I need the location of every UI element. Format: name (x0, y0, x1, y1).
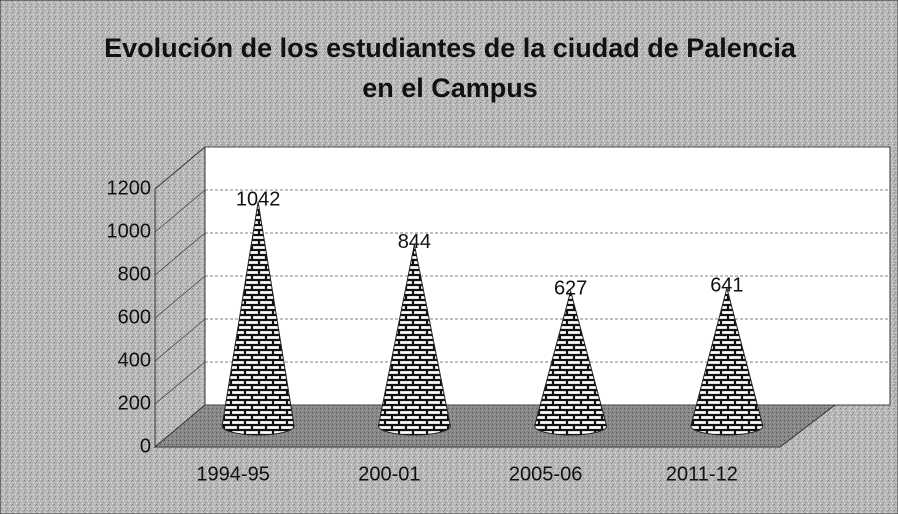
data-label: 641 (710, 274, 743, 296)
y-tick-label: 400 (118, 349, 151, 371)
grid-line-side (154, 146, 206, 190)
cone-body (221, 201, 295, 436)
y-tick-label: 800 (118, 263, 151, 285)
cone (690, 286, 764, 436)
data-label: 627 (554, 277, 587, 299)
grid-line-side (154, 275, 206, 319)
y-tick-label: 200 (118, 392, 151, 414)
chart-title: Evolución de los estudiantes de la ciuda… (104, 33, 796, 103)
y-tick-label: 0 (140, 435, 151, 457)
grid-line-side (154, 404, 206, 448)
cone (534, 289, 608, 436)
grid-line-side (154, 189, 206, 233)
x-tick-label: 1994-95 (196, 463, 269, 485)
grid-line-side (154, 232, 206, 276)
grid-line-side (154, 361, 206, 405)
x-tick-label: 2011-12 (666, 463, 738, 485)
cone (221, 201, 295, 436)
cone-body (690, 286, 764, 436)
y-tick-label: 1000 (107, 220, 152, 242)
y-tick-label: 1200 (107, 177, 152, 199)
x-tick-label: 200-01 (358, 463, 420, 485)
cone-body (534, 289, 608, 436)
grid-line-side (154, 318, 206, 362)
cone (377, 244, 451, 436)
data-label: 1042 (236, 188, 281, 210)
cone-body (377, 244, 451, 436)
data-label: 844 (398, 231, 431, 253)
x-tick-label: 2005-06 (509, 463, 582, 485)
y-tick-label: 600 (118, 306, 151, 328)
